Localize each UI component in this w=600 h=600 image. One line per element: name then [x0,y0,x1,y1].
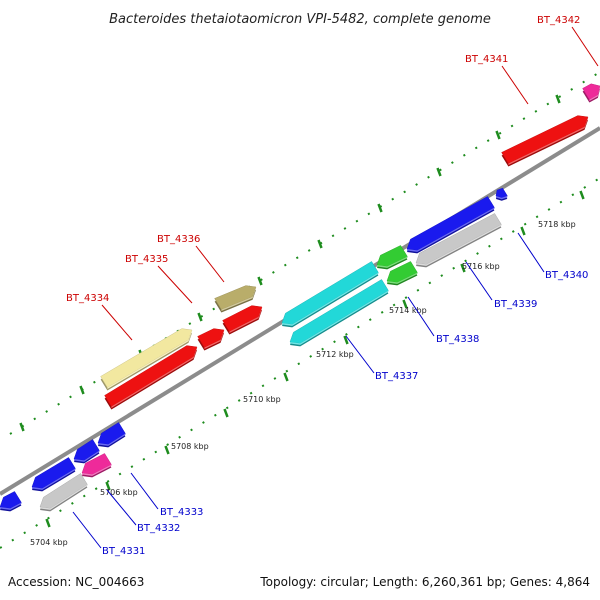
scale-tick [377,203,383,213]
scale-tick [257,276,263,286]
gene-label-bt-4338[interactable]: BT_4338 [436,334,479,345]
labels-layer: BT_4334 BT_4335 BT_4336 BT_4341 BT_4342 BT_43… [66,15,599,557]
gene-bt-4339a[interactable] [39,473,88,512]
scale-tick [45,518,51,528]
leader-line [157,265,193,304]
genome-title: Bacteroides thetaiotaomicron VPI-5482, c… [109,12,491,27]
gene-bt-4340a[interactable] [406,196,495,254]
gene-bt-4336[interactable] [214,285,257,313]
gene-bt-4342[interactable] [582,83,600,103]
accession-text: Accession: NC_004663 [8,575,144,589]
scale-label: 5710 kbp [243,395,281,404]
gene-label-bt-4341[interactable]: BT_4341 [465,54,508,65]
scale-tick [164,445,170,455]
scale-tick [105,481,111,491]
leader-line [101,304,133,341]
outer-tick-track [9,71,600,435]
scale-tick [520,226,526,236]
gene-bt-4333b[interactable] [97,422,126,448]
scale-label: 5706 kbp [100,488,138,497]
scale-label: 5714 kbp [389,306,427,315]
gene-label-bt-4336[interactable]: BT_4336 [157,234,200,245]
scale-label: 5718 kbp [538,220,576,229]
scale-tick [283,372,289,382]
scale-tick [197,312,203,322]
gene-bt-4331[interactable] [0,491,22,512]
scale-tick [317,239,323,249]
scale-label: 5712 kbp [316,350,354,359]
genome-summary-text: Topology: circular; Length: 6,260,361 bp… [259,575,590,589]
gene-bt-4335[interactable] [104,345,198,410]
scale-tick [79,385,85,395]
scale-tick [555,94,561,104]
gene-label-bt-4331[interactable]: BT_4331 [102,546,145,557]
gene-label-bt-4342[interactable]: BT_4342 [537,15,580,26]
scale-tick [495,130,501,140]
scale-tick [223,408,229,418]
gene-bt-4335b[interactable] [197,328,225,351]
gene-bt-4341[interactable] [501,115,589,167]
gene-label-bt-4339[interactable]: BT_4339 [494,299,537,310]
leader-line [571,26,599,67]
leader-line [72,511,102,549]
gene-label-bt-4333[interactable]: BT_4333 [160,507,203,518]
leader-line [407,296,435,337]
leader-line [517,232,545,273]
scale-label: 5708 kbp [171,442,209,451]
scale-label: 5716 kbp [462,262,500,271]
leader-line [130,472,159,510]
scale-tick [402,299,408,309]
gene-bt-4338a[interactable] [376,245,408,270]
leader-line [501,65,529,105]
leader-line [465,261,493,301]
gene-bt-4337[interactable] [289,279,389,347]
scale-tick [19,422,25,432]
scale-tick [460,263,466,273]
gene-bt-4338[interactable] [386,261,418,286]
gene-bt-4333[interactable] [73,439,100,464]
leader-line [106,489,137,526]
gene-bt-4334[interactable] [100,328,193,391]
gene-label-bt-4340[interactable]: BT_4340 [545,270,588,281]
inner-tick-track [0,177,600,549]
gene-label-bt-4334[interactable]: BT_4334 [66,293,109,304]
scale-label: 5704 kbp [30,538,68,547]
gene-bt-4331b[interactable] [31,457,76,492]
gene-label-bt-4337[interactable]: BT_4337 [375,371,418,382]
gene-bt-4332[interactable] [81,453,112,478]
leader-line [195,245,225,283]
scale-tick [579,190,585,200]
scale-tick [343,335,349,345]
gene-label-bt-4335[interactable]: BT_4335 [125,254,168,265]
gene-bt-4335c[interactable] [222,305,263,335]
genes-layer [0,83,600,512]
gene-label-bt-4332[interactable]: BT_4332 [137,523,180,534]
gene-bt-4340b[interactable] [495,187,508,201]
leader-line [345,335,375,374]
gene-bt-4337a[interactable] [281,261,379,328]
gene-bt-4339[interactable] [415,213,502,268]
scale-tick [436,167,442,177]
